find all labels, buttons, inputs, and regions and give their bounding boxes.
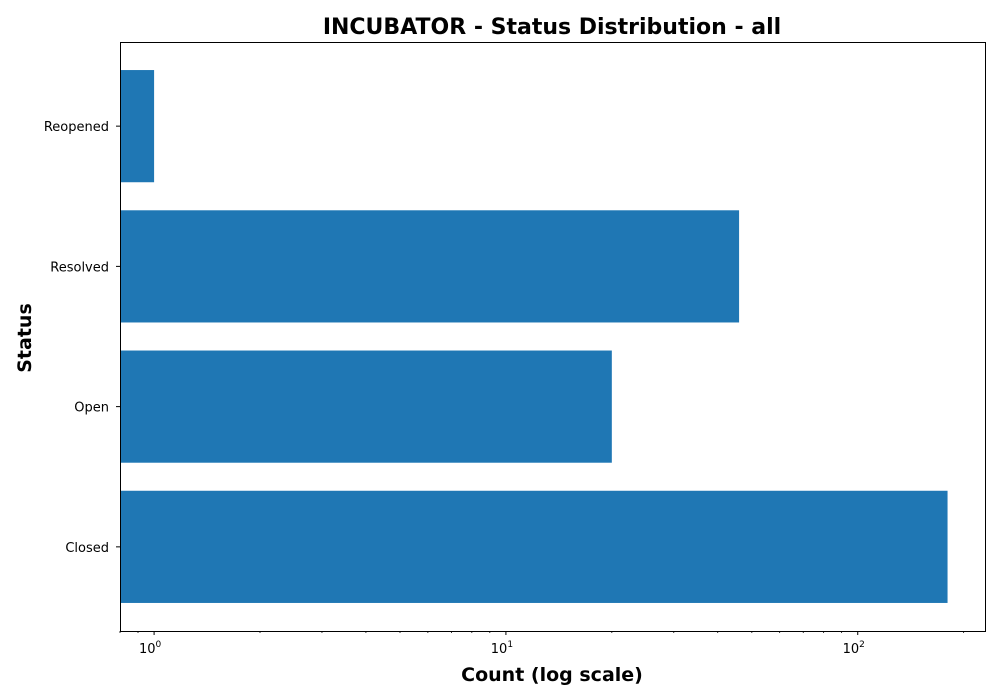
x-tick-label: 102 <box>843 640 865 657</box>
x-tick-label: 100 <box>139 640 162 657</box>
y-tick-label-resolved: Resolved <box>50 260 109 275</box>
y-tick-label-open: Open <box>74 401 109 416</box>
bars-group <box>120 70 948 603</box>
chart-title: INCUBATOR - Status Distribution - all <box>323 15 781 40</box>
y-axis-label: Status <box>14 303 36 373</box>
x-axis-ticks: 100 101 102 <box>119 631 965 657</box>
bar-closed <box>120 490 948 603</box>
x-tick-label: 101 <box>491 640 513 657</box>
y-tick-label-closed: Closed <box>65 541 109 556</box>
y-axis-ticks: Closed Open Resolved Reopened <box>44 120 120 556</box>
bar-reopened <box>120 70 155 183</box>
y-tick-label-reopened: Reopened <box>44 120 109 135</box>
plot-frame <box>120 42 986 632</box>
bar-resolved <box>120 210 740 323</box>
bar-open <box>120 350 612 463</box>
x-axis-label: Count (log scale) <box>461 664 643 686</box>
